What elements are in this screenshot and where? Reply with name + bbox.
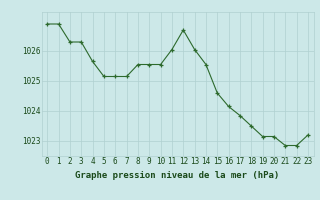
- X-axis label: Graphe pression niveau de la mer (hPa): Graphe pression niveau de la mer (hPa): [76, 171, 280, 180]
